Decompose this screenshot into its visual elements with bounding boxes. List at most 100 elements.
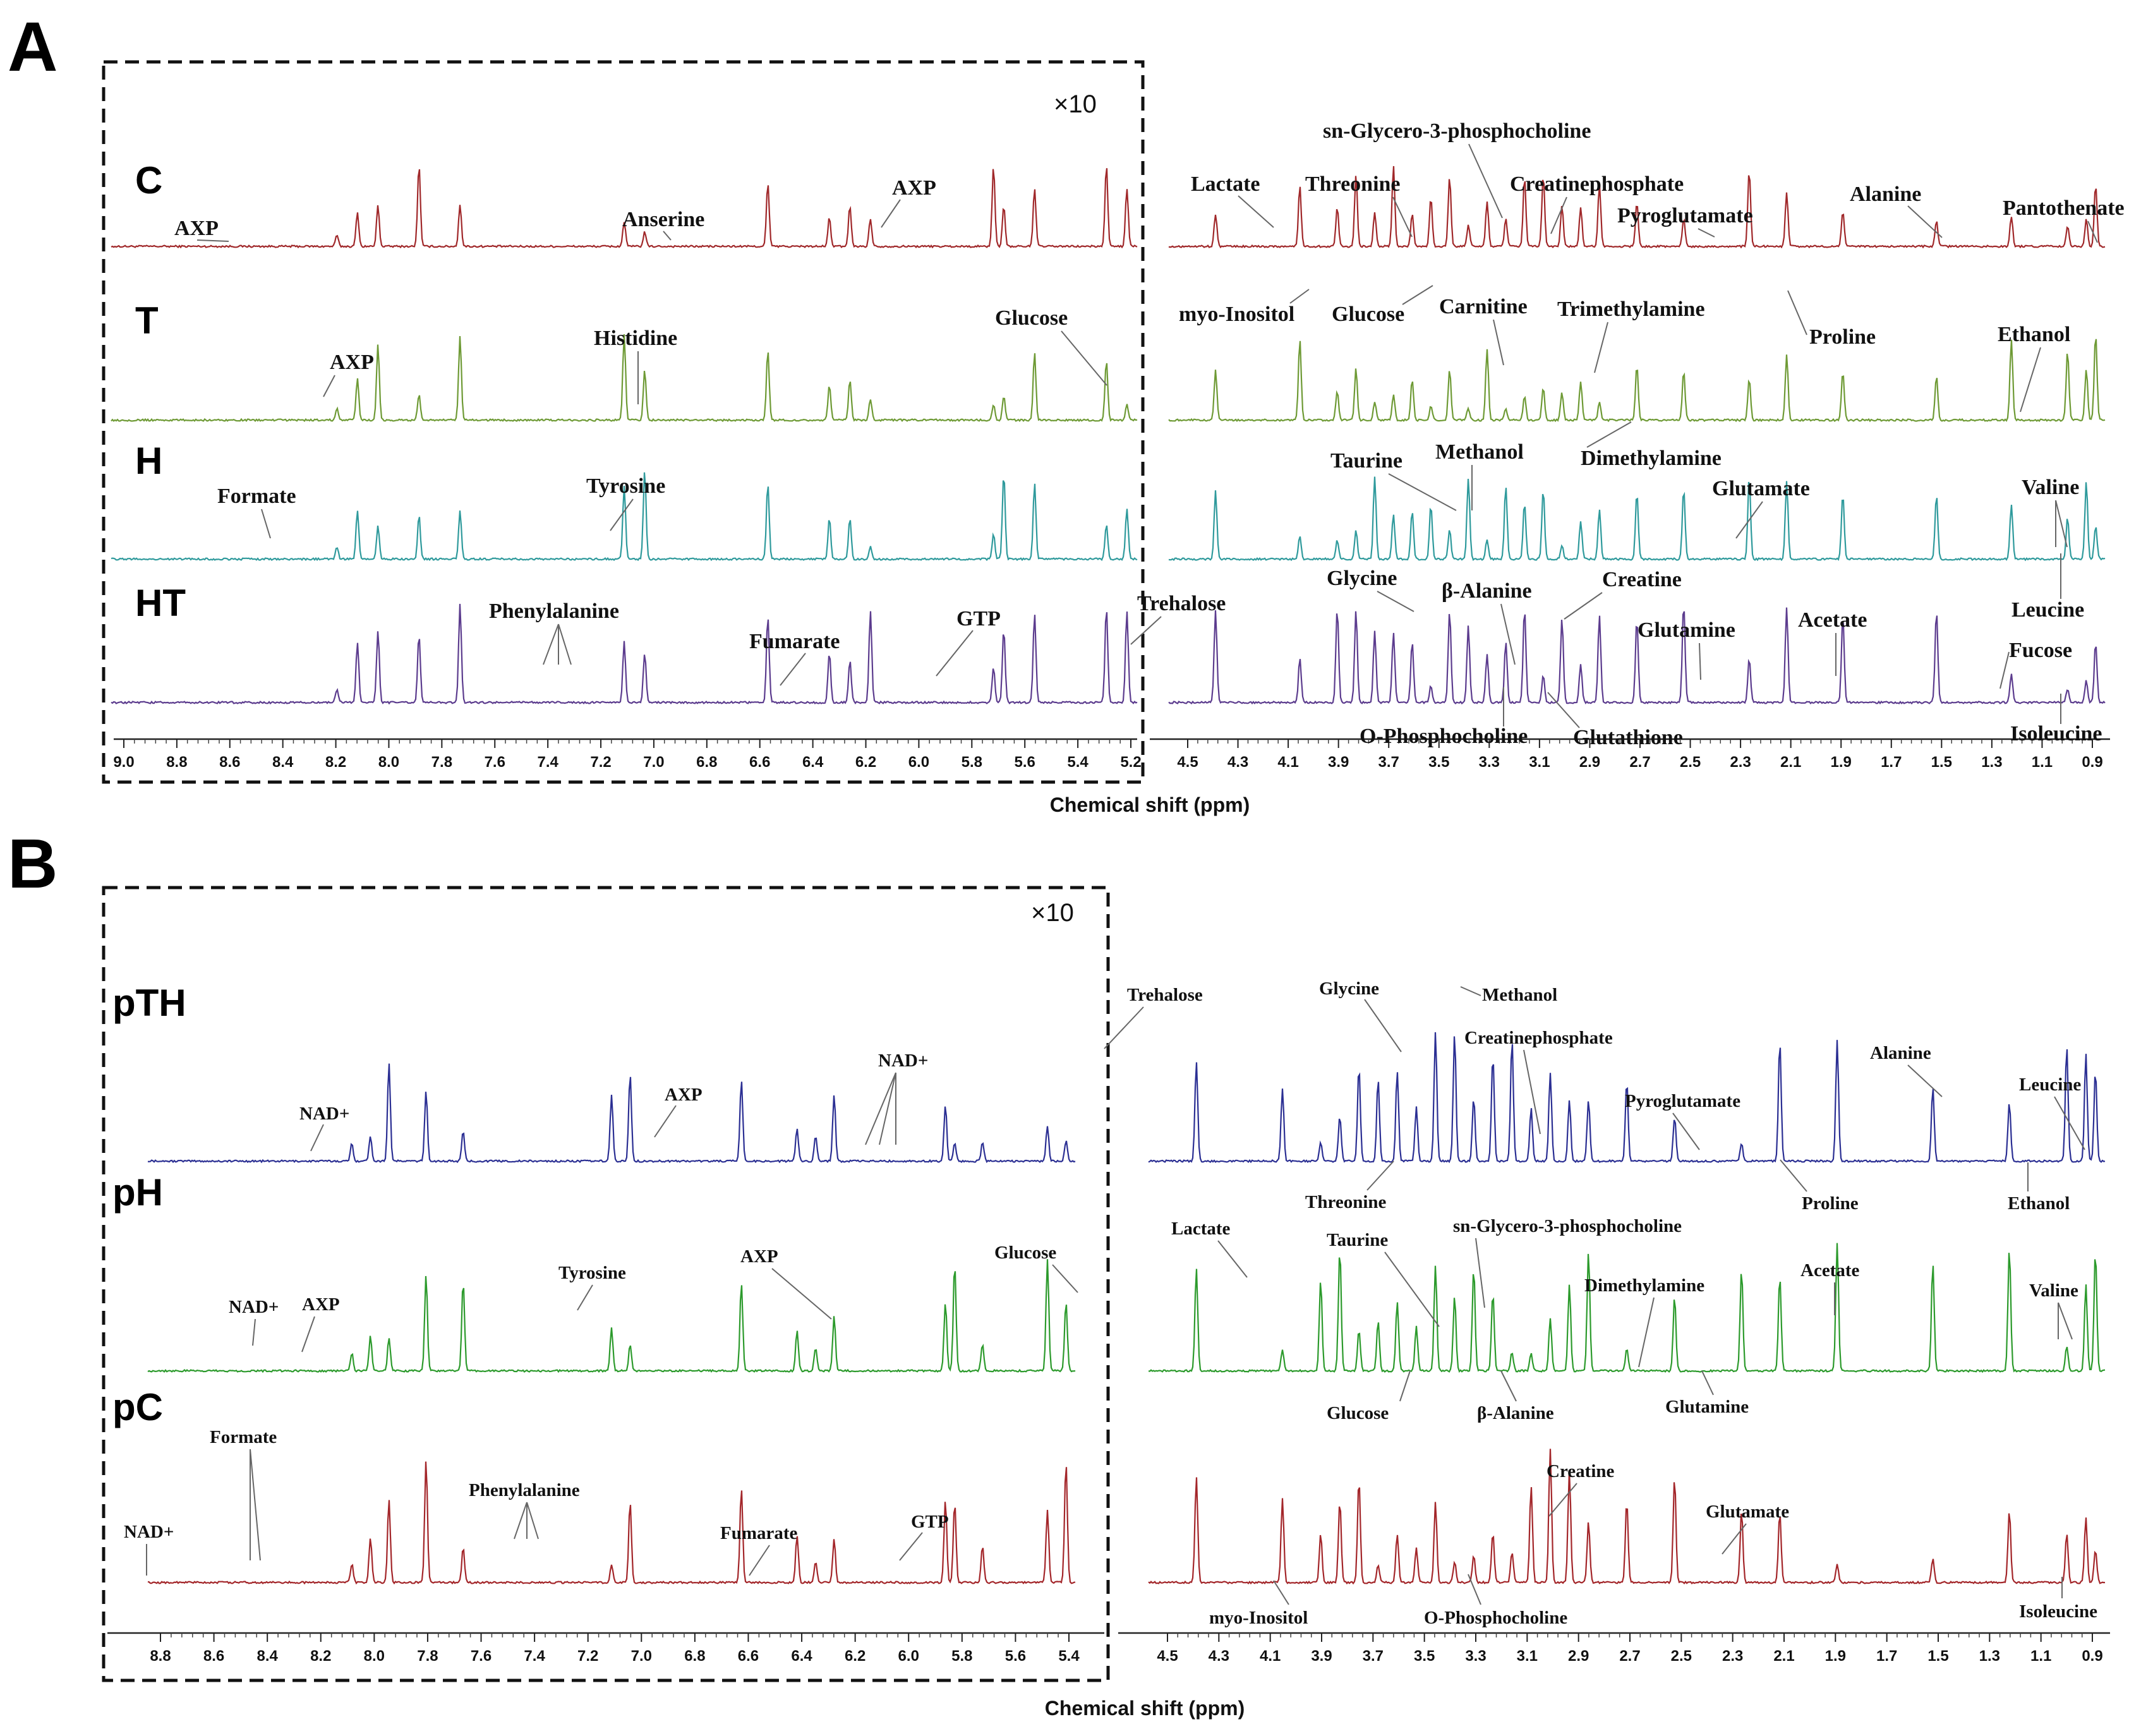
- leader-a-creatinephosphate: [1550, 196, 1567, 234]
- ann-a-glutamate-1: Glutamate: [1712, 477, 1810, 500]
- ann-a-glutamine-1: Glutamine: [1637, 618, 1735, 642]
- leader-b-myoinositol: [1273, 1580, 1289, 1605]
- leader-a-fucose: [1999, 651, 2010, 689]
- leader-b-glucose-2: [1399, 1370, 1411, 1402]
- x-tick-label: 3.5: [1428, 754, 1449, 771]
- ann-b-glutamate: Glutamate: [1706, 1502, 1789, 1522]
- leader-a-fumarate-1: [780, 653, 806, 686]
- panel-a-scale-note: ×10: [1054, 90, 1097, 118]
- x-tick-label: 5.4: [1058, 1648, 1080, 1665]
- leader-a-valine-2: [2055, 500, 2068, 548]
- ann-b-myoinositol: myo-Inositol: [1209, 1608, 1308, 1628]
- x-tick-label: 2.1: [1780, 754, 1801, 771]
- x-tick-label: 1.7: [1876, 1648, 1897, 1665]
- x-tick-label: 7.8: [417, 1648, 438, 1665]
- x-tick-label: 4.1: [1260, 1648, 1281, 1665]
- leader-b-proline: [1780, 1159, 1807, 1192]
- ann-a-fumarate-1: Fumarate: [749, 630, 840, 653]
- spectrum-series-ph: [147, 1243, 2106, 1373]
- x-tick-label: 7.2: [590, 754, 611, 771]
- leader-a-glutamine-1: [1699, 642, 1701, 680]
- panel-b-letter: B: [8, 825, 57, 903]
- ann-b-gtp: GTP: [911, 1512, 949, 1532]
- ann-a-pantothenate: Pantothenate: [2003, 196, 2125, 220]
- x-tick-label: 8.8: [150, 1648, 171, 1665]
- x-tick-label: 8.2: [325, 754, 346, 771]
- ann-b-creatinephosphate: Creatinephosphate: [1464, 1028, 1613, 1048]
- x-tick-label: 2.3: [1730, 754, 1751, 771]
- x-tick-label: 3.7: [1363, 1648, 1384, 1665]
- ann-a-glutathione: Glutathione: [1573, 726, 1683, 749]
- leader-a-formate: [261, 509, 271, 539]
- x-tick-label: 8.2: [310, 1648, 331, 1665]
- x-tick-label: 5.8: [951, 1648, 972, 1665]
- x-tick-label: 1.7: [1881, 754, 1902, 771]
- leader-a-myoinositol: [1289, 289, 1310, 304]
- ann-b-tyrosine: Tyrosine: [558, 1263, 626, 1283]
- leader-b-methanol: [1460, 986, 1481, 996]
- x-tick-label: 3.5: [1414, 1648, 1435, 1665]
- x-tick-label: 6.8: [684, 1648, 705, 1665]
- x-tick-label: 7.6: [471, 1648, 492, 1665]
- ann-a-fucose: Fucose: [2009, 639, 2072, 662]
- ann-a-proline: Proline: [1809, 325, 1876, 349]
- x-tick-label: 4.1: [1277, 754, 1298, 771]
- ann-b-creatine: Creatine: [1547, 1461, 1615, 1481]
- ann-a-creatinephosphate: Creatinephosphate: [1510, 172, 1684, 196]
- panel-a: A ×10 C T H HT 9.0 8.8 8.6 8.4 8.2 8.0 7.8 7.6 7…: [8, 8, 2125, 816]
- leader-a-glutathione: [1547, 692, 1580, 728]
- x-tick-label: 2.9: [1568, 1648, 1589, 1665]
- ann-a-histidine: Histidine: [594, 327, 677, 350]
- ann-b-valine: Valine: [2029, 1281, 2078, 1301]
- x-tick-label: 8.0: [364, 1648, 385, 1665]
- x-tick-label: 5.4: [1067, 754, 1089, 771]
- leader-a-creatine-1: [1564, 592, 1603, 620]
- ann-b-glutamine: Glutamine: [1665, 1397, 1749, 1417]
- ann-a-glucose-1: Glucose: [995, 306, 1068, 330]
- leader-b-creatine: [1548, 1483, 1577, 1517]
- ann-b-dimethylamine: Dimethylamine: [1584, 1275, 1704, 1296]
- leader-a-axp-1: [196, 239, 229, 242]
- ann-a-axp-3: AXP: [330, 351, 374, 374]
- leader-b-phe-1: [514, 1502, 528, 1540]
- leader-a-snglycero: [1468, 143, 1503, 219]
- leader-b-phe-3: [526, 1502, 539, 1540]
- row-label-c: C: [135, 159, 162, 202]
- ann-b-glucose-1: Glucose: [994, 1243, 1056, 1263]
- spectrum-series-ht: [111, 603, 2106, 705]
- leader-a-trimethylamine: [1594, 322, 1608, 373]
- ann-a-acetate-1: Acetate: [1798, 608, 1867, 632]
- panel-b-scale-note: ×10: [1031, 899, 1074, 927]
- leader-b-trehalose: [1104, 1006, 1144, 1049]
- leader-b-nad-2a: [865, 1072, 896, 1145]
- x-tick-label: 8.6: [203, 1648, 224, 1665]
- ann-a-lactate: Lactate: [1191, 172, 1260, 196]
- ann-b-isoleucine: Isoleucine: [2019, 1601, 2097, 1622]
- x-tick-label: 7.2: [577, 1648, 598, 1665]
- x-tick-label: 6.6: [738, 1648, 759, 1665]
- leader-b-creatinephosphate: [1523, 1049, 1541, 1135]
- x-tick-label: 3.3: [1465, 1648, 1486, 1665]
- x-tick-label: 6.0: [908, 754, 929, 771]
- leader-b-dimethylamine: [1638, 1297, 1655, 1368]
- ann-b-fumarate: Fumarate: [720, 1523, 798, 1543]
- ann-a-anserine: Anserine: [622, 208, 704, 231]
- x-tick-label: 1.3: [1979, 1648, 2000, 1665]
- panel-a-x-label: Chemical shift (ppm): [1050, 793, 1250, 816]
- ann-a-axp-1: AXP: [174, 217, 219, 240]
- ann-b-methanol: Methanol: [1482, 985, 1557, 1005]
- x-tick-label: 5.8: [962, 754, 982, 771]
- spectrum-series-h: [111, 472, 2106, 562]
- ann-a-trimethylamine: Trimethylamine: [1557, 298, 1705, 321]
- x-tick-label: 1.1: [2030, 1648, 2051, 1665]
- leader-a-pantothenate: [2087, 220, 2098, 243]
- ann-a-glucose-2: Glucose: [1332, 303, 1404, 326]
- leader-a-trehalose-1: [1130, 616, 1162, 645]
- leader-a-tyrosine: [610, 498, 634, 531]
- ann-a-glycine-1: Glycine: [1327, 567, 1397, 590]
- leader-a-glucose-1: [1061, 330, 1107, 386]
- leader-a-taurine: [1388, 473, 1457, 511]
- leader-a-glutamate-1: [1735, 501, 1763, 539]
- ann-a-myoinositol: myo-Inositol: [1179, 303, 1294, 326]
- x-tick-label: 9.0: [113, 754, 134, 771]
